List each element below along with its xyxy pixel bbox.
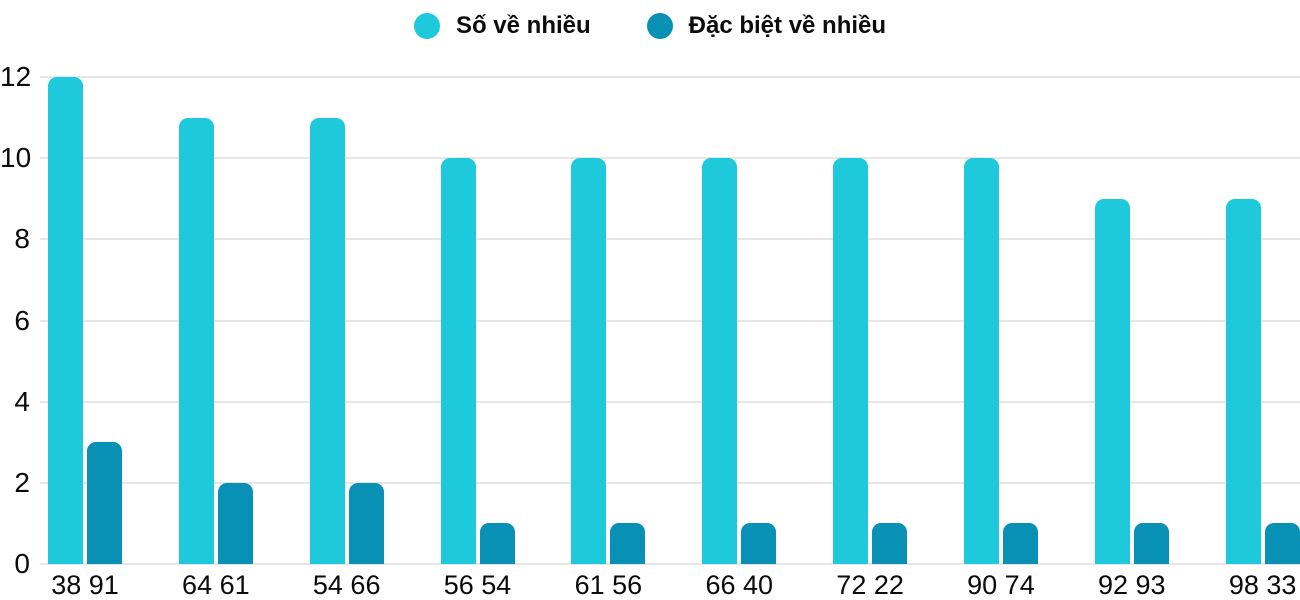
gridline bbox=[40, 319, 1300, 322]
y-axis-label: 4 bbox=[14, 385, 30, 417]
gridline bbox=[40, 400, 1300, 403]
bar-so-ve-nhieu[interactable] bbox=[178, 117, 214, 564]
legend-swatch-icon bbox=[646, 13, 673, 39]
bar-dac-biet-ve-nhieu[interactable] bbox=[1002, 523, 1038, 564]
bar-so-ve-nhieu[interactable] bbox=[440, 158, 476, 564]
bar-so-ve-nhieu[interactable] bbox=[833, 158, 869, 564]
bar-dac-biet-ve-nhieu[interactable] bbox=[1133, 523, 1169, 564]
gridline bbox=[40, 238, 1300, 241]
bar-dac-biet-ve-nhieu[interactable] bbox=[741, 523, 777, 564]
legend-item-dac-biet-ve-nhieu[interactable]: Đặc biệt về nhiều bbox=[646, 11, 887, 41]
x-axis-label: 98 33 bbox=[1228, 570, 1297, 600]
bar-dac-biet-ve-nhieu[interactable] bbox=[479, 523, 515, 564]
bar-so-ve-nhieu[interactable] bbox=[309, 117, 345, 564]
bar-dac-biet-ve-nhieu[interactable] bbox=[87, 442, 122, 564]
x-axis-label: 38 91 bbox=[51, 570, 119, 600]
bar-dac-biet-ve-nhieu[interactable] bbox=[348, 482, 384, 564]
y-axis-label: 6 bbox=[14, 304, 30, 336]
bar-so-ve-nhieu[interactable] bbox=[1094, 198, 1130, 564]
x-axis-label: 90 74 bbox=[967, 570, 1035, 600]
gridline bbox=[40, 76, 1300, 79]
x-axis-label: 66 40 bbox=[705, 570, 774, 600]
y-axis-label: 0 bbox=[14, 548, 30, 579]
bar-so-ve-nhieu[interactable] bbox=[963, 158, 999, 564]
gridline bbox=[40, 481, 1300, 484]
x-axis-label: 56 54 bbox=[443, 570, 512, 600]
bar-so-ve-nhieu[interactable] bbox=[48, 77, 83, 564]
bar-dac-biet-ve-nhieu[interactable] bbox=[1264, 523, 1300, 564]
x-axis-label: 54 66 bbox=[312, 570, 381, 600]
bar-so-ve-nhieu[interactable] bbox=[1225, 198, 1261, 564]
y-axis-label: 10 bbox=[0, 142, 32, 174]
x-axis-label: 92 93 bbox=[1098, 570, 1166, 600]
bar-dac-biet-ve-nhieu[interactable] bbox=[217, 482, 253, 564]
x-axis-label: 64 61 bbox=[182, 570, 250, 600]
legend-item-so-ve-nhieu[interactable]: Số về nhiều bbox=[413, 11, 591, 41]
y-axis-label: 2 bbox=[14, 466, 30, 498]
x-axis-label: 72 22 bbox=[836, 570, 904, 600]
chart-legend: Số về nhiều Đặc biệt về nhiều bbox=[0, 11, 1300, 41]
legend-swatch-icon bbox=[413, 13, 440, 39]
gridline bbox=[40, 563, 1300, 565]
legend-label: Số về nhiều bbox=[455, 12, 591, 39]
bar-so-ve-nhieu[interactable] bbox=[702, 158, 738, 564]
y-axis-label: 8 bbox=[14, 223, 30, 255]
x-axis-label: 61 56 bbox=[574, 570, 643, 600]
gridline bbox=[40, 157, 1300, 160]
legend-label: Đặc biệt về nhiều bbox=[688, 12, 887, 39]
bar-dac-biet-ve-nhieu[interactable] bbox=[610, 523, 646, 564]
bar-dac-biet-ve-nhieu[interactable] bbox=[872, 523, 908, 564]
y-axis-label: 12 bbox=[0, 61, 32, 93]
bar-so-ve-nhieu[interactable] bbox=[571, 158, 607, 564]
